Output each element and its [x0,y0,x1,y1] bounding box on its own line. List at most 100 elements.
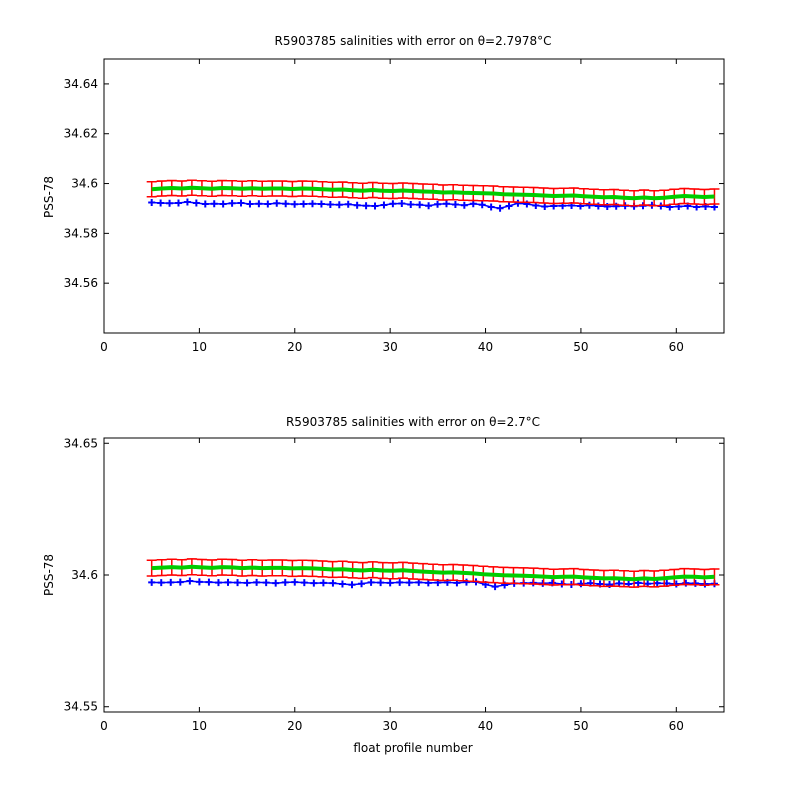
bottom-chart-series [146,558,720,591]
float-salinity-point [344,200,352,208]
x-tick-label: 0 [100,719,108,733]
x-tick-label: 40 [478,340,493,354]
float-salinity-point [210,200,218,208]
float-salinity-point [326,200,334,208]
float-salinity-point [462,578,470,586]
float-salinity-point [389,200,397,208]
float-salinity-point [348,581,356,589]
float-salinity-point [460,201,468,209]
float-salinity-point [338,580,346,588]
top-chart-yticks: 34.56 34.58 34.6 34.62 34.64 [64,77,724,290]
float-salinity-point [585,201,593,209]
float-salinity-point [214,579,222,587]
float-salinity-point [487,203,495,211]
float-salinity-point [234,579,242,587]
float-salinity-point [243,579,251,587]
float-salinity-point [398,199,406,207]
x-tick-label: 60 [669,719,684,733]
float-salinity-point [367,578,375,586]
float-salinity-point [300,200,308,208]
float-salinity-point [541,202,549,210]
float-salinity-point [201,200,209,208]
error-upper-line [151,558,715,572]
float-salinity-point [176,578,184,586]
float-salinity-point [255,200,263,208]
float-salinity-point [539,579,547,587]
float-salinity-point [186,577,194,585]
error-lower-line [151,574,715,588]
float-salinity-point [514,199,522,207]
y-tick-label: 34.55 [64,700,98,714]
float-salinity-point [273,199,281,207]
x-tick-label: 50 [573,340,588,354]
float-salinity-point [691,579,699,587]
float-salinity-point [219,200,227,208]
float-salinity-point [310,579,318,587]
float-salinity-point [396,578,404,586]
float-salinity-point [262,579,270,587]
float-salinity-point [469,200,477,208]
float-salinity-point [237,199,245,207]
float-salinity-point [451,200,459,208]
top-chart-title: R5903785 salinities with error on θ=2.79… [275,34,552,48]
float-salinity-point [148,198,156,206]
x-tick-label: 30 [383,340,398,354]
float-salinity-point [407,200,415,208]
x-tick-label: 10 [192,340,207,354]
float-salinity-point [329,579,337,587]
mapped-salinity-line [151,185,715,201]
y-tick-label: 34.62 [64,127,98,141]
x-tick-label: 30 [383,719,398,733]
float-salinity-point [148,578,156,586]
bottom-chart-yticks: 34.55 34.6 34.65 [64,436,724,714]
float-salinity-point [682,579,690,587]
y-tick-label: 34.6 [71,568,98,582]
float-salinity-point [319,579,327,587]
float-salinity-point [371,202,379,210]
y-tick-label: 34.65 [64,436,98,450]
float-salinity-point [505,202,513,210]
float-salinity-point [300,579,308,587]
float-salinity-point [377,579,385,587]
float-salinity-point [434,200,442,208]
top-chart-plot-area [103,58,725,334]
float-salinity-point [166,199,174,207]
x-tick-label: 60 [669,340,684,354]
float-salinity-point [167,578,175,586]
top-chart-ylabel: PSS-78 [42,176,56,218]
float-salinity-point [405,579,413,587]
x-tick-label: 10 [192,719,207,733]
float-salinity-point [157,579,165,587]
float-salinity-point [281,578,289,586]
y-tick-label: 34.58 [64,226,98,240]
float-salinity-point [308,200,316,208]
mapped-salinity-line [151,564,715,582]
bottom-chart-panel: R5903785 salinities with error on θ=2.7°… [42,415,725,755]
float-salinity-point [380,201,388,209]
float-salinity-point [416,201,424,209]
float-salinity-point [264,200,272,208]
float-salinity-point [425,202,433,210]
x-tick-label: 0 [100,340,108,354]
float-salinity-point [606,580,614,588]
x-tick-label: 50 [573,719,588,733]
float-salinity-point [291,578,299,586]
float-salinity-point [442,200,450,208]
top-chart-series [146,179,720,212]
y-tick-label: 34.6 [71,177,98,191]
float-salinity-point [496,204,504,212]
float-salinity-point [157,199,165,207]
float-salinity-point [358,580,366,588]
bottom-chart-xlabel: float profile number [353,741,472,755]
top-chart-xticks: 0 10 20 30 40 50 60 [100,59,684,354]
float-salinity-point [362,202,370,210]
y-tick-label: 34.64 [64,77,98,91]
top-chart-panel: R5903785 salinities with error on θ=2.79… [42,34,725,354]
float-salinity-point [224,578,232,586]
float-salinity-point [386,579,394,587]
float-salinity-point [174,199,182,207]
bottom-chart-title: R5903785 salinities with error on θ=2.7°… [286,415,540,429]
x-tick-label: 40 [478,719,493,733]
error-upper-line [151,179,715,192]
